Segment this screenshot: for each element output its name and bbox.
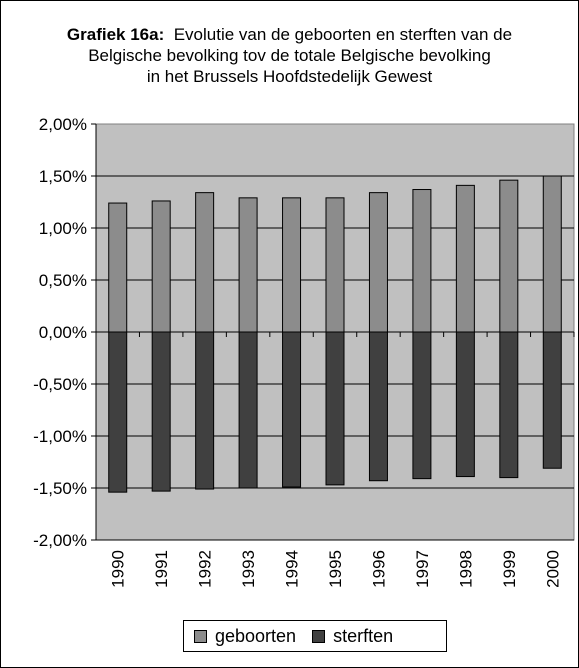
x-tick-label-1993: 1993 [239, 550, 258, 588]
legend-item-geboorten: geboorten [194, 626, 296, 647]
bar-sterften-2000 [542, 331, 562, 469]
legend-swatch-sterften [312, 629, 326, 643]
bar-sterften-1992 [195, 331, 215, 490]
bar-sterften-1993 [238, 331, 258, 489]
y-tick-label: -1,00% [33, 427, 87, 446]
x-tick-label-1996: 1996 [369, 550, 388, 588]
x-tick-label-1991: 1991 [152, 550, 171, 588]
y-tick-label: 1,00% [39, 219, 87, 238]
bar-geboorten-1991 [151, 200, 171, 333]
y-tick-label: -1,50% [33, 479, 87, 498]
bar-sterften-1996 [368, 331, 388, 482]
x-tick-label-1990: 1990 [109, 550, 128, 588]
bar-sterften-1990 [108, 331, 128, 493]
title-line-3: in het Brussels Hoofdstedelijk Gewest [146, 67, 433, 86]
bar-geboorten-1994 [282, 197, 302, 333]
bar-geboorten-1995 [325, 197, 345, 333]
legend-swatch-geboorten [194, 629, 207, 643]
title-line-1: Evolutie van de geboorten en sterften va… [173, 25, 513, 44]
title-bold-label: Grafiek 16a: [66, 25, 165, 44]
x-tick-label-1998: 1998 [456, 550, 475, 588]
bar-geboorten-2000 [542, 175, 562, 333]
bar-sterften-1994 [282, 331, 302, 488]
bar-sterften-1991 [151, 331, 171, 492]
bar-geboorten-1998 [455, 184, 475, 333]
legend-label-sterften: sterften [333, 625, 394, 646]
legend: geboorten sterften [183, 620, 447, 652]
y-tick-label: -2,00% [33, 531, 87, 550]
x-tick-label-2000: 2000 [543, 550, 562, 588]
x-tick-label-1997: 1997 [413, 550, 432, 588]
legend-label-geboorten: geboorten [215, 625, 297, 646]
title-line-2: Belgische bevolking tov de totale Belgis… [88, 46, 491, 65]
y-tick-label: 0,50% [39, 271, 87, 290]
x-tick-label-1994: 1994 [283, 550, 302, 588]
bar-sterften-1998 [455, 331, 475, 478]
bar-geboorten-1996 [368, 192, 388, 333]
chart-title: Grafiek 16a: Evolutie van de geboorten e… [0, 24, 579, 87]
y-tick-label: 2,00% [39, 115, 87, 134]
bar-geboorten-1999 [499, 179, 519, 333]
x-tick-label-1995: 1995 [326, 550, 345, 588]
bar-sterften-1995 [325, 331, 345, 486]
y-tick-label: 1,50% [39, 167, 87, 186]
bar-geboorten-1993 [238, 197, 258, 333]
bar-geboorten-1997 [412, 189, 432, 333]
x-tick-label-1992: 1992 [196, 550, 215, 588]
bar-sterften-1999 [499, 331, 519, 479]
x-tick-label-1999: 1999 [500, 550, 519, 588]
bar-geboorten-1992 [195, 192, 215, 333]
legend-item-sterften: sterften [312, 626, 393, 647]
y-tick-label: -0,50% [33, 375, 87, 394]
bar-geboorten-1990 [108, 202, 128, 333]
bar-sterften-1997 [412, 331, 432, 480]
y-tick-label: 0,00% [39, 323, 87, 342]
